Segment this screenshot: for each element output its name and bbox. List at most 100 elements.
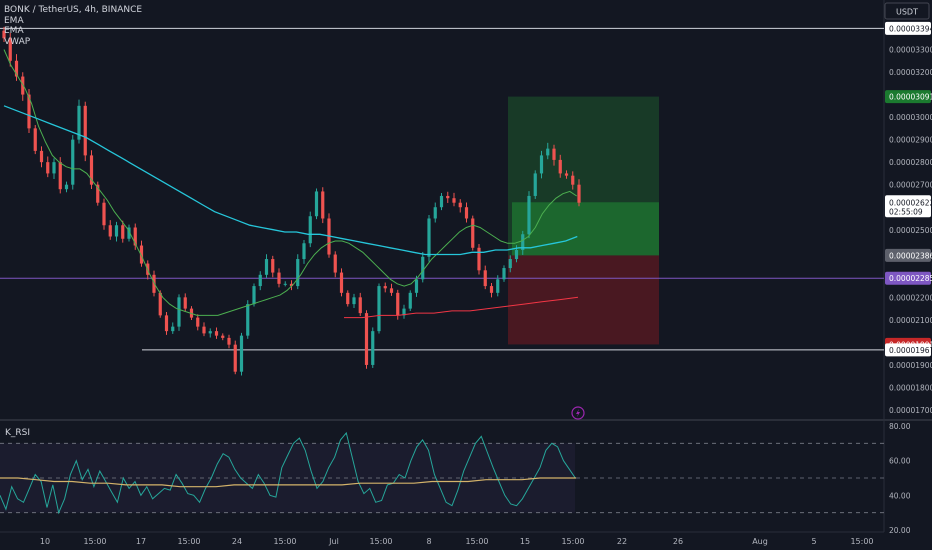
indicator-ema-slow[interactable]: EMA [4, 26, 24, 36]
candle-body [452, 198, 456, 203]
indicator-lines [3, 49, 579, 319]
candle-body [427, 218, 431, 257]
candle-body [458, 202, 462, 208]
candle-body [77, 105, 81, 140]
candle-body [271, 259, 275, 273]
candle-body [539, 155, 544, 174]
candle-body [139, 245, 144, 264]
price-tag-label: 0.00002386 [889, 251, 932, 260]
candle-body [14, 60, 19, 77]
price-tick-label: 0.00002500 [889, 226, 932, 235]
candle-body [496, 279, 500, 293]
candle-body [277, 272, 281, 284]
candle-body [377, 286, 381, 332]
candle-body [108, 225, 112, 237]
candle-body [333, 254, 337, 273]
indicator-vwap[interactable]: VWAP [4, 36, 31, 47]
candle-body [421, 256, 425, 280]
countdown-label: 02:55:09 [889, 207, 923, 216]
candle-body [508, 259, 512, 269]
candle-body [2, 30, 6, 39]
time-tick-label: 5 [811, 537, 816, 546]
candle-body [221, 335, 225, 338]
time-tick-label: 15:00 [465, 537, 488, 546]
price-axis: 0.00001700 0.00001800 0.00001900 0.00002100… [889, 46, 932, 416]
candle-body [521, 234, 525, 251]
candle-body [52, 162, 56, 174]
currency-box[interactable] [884, 2, 930, 20]
time-tick-label: 15:00 [850, 537, 873, 546]
candle-body [358, 297, 362, 314]
candle-body [564, 173, 569, 176]
candle-body [202, 326, 206, 334]
currency-label: USDT [896, 8, 918, 17]
candle-body [89, 155, 94, 185]
candle-body [64, 184, 69, 190]
candle-body [102, 202, 106, 226]
candle-body [571, 175, 575, 185]
current-price-tag [885, 195, 931, 218]
time-tick-label: 15:00 [177, 537, 200, 546]
rsi-indicator-label[interactable]: K_RSI [5, 428, 31, 438]
candle-body [402, 308, 406, 316]
price-tag [885, 21, 931, 35]
price-tick-label: 0.00001700 [889, 406, 932, 415]
price-tick-label: 0.00003000 [889, 113, 932, 122]
candle-body [552, 148, 556, 160]
candle-body [177, 297, 181, 327]
candle-body [464, 207, 469, 219]
candle-body [408, 292, 412, 309]
time-tick-label: 15:00 [273, 537, 296, 546]
candle-body [233, 344, 237, 372]
candles [2, 26, 581, 376]
price-tags: 0.00003394 0.00003091 0.00002386 0.00002285… [885, 21, 932, 357]
candle-body [433, 207, 437, 219]
rsi-pane: 20.00 40.00 60.00 80.00 [0, 422, 911, 535]
candle-body [171, 326, 175, 332]
candle-body [296, 259, 300, 287]
price-tick-label: 0.00002700 [889, 181, 932, 190]
rsi-tick-label: 80.00 [889, 422, 911, 431]
candle-body [258, 274, 262, 287]
price-tick-label: 0.00003300 [889, 46, 932, 55]
candle-body [514, 250, 519, 260]
price-tick-label: 0.00002900 [889, 136, 932, 145]
price-tag-label: 0.00001967 [889, 346, 932, 355]
candle-body [39, 150, 44, 163]
price-tag [885, 343, 931, 357]
chart-legend: BONK / TetherUS, 4h, BINANCE EMA EMA VWA… [4, 5, 142, 47]
price-tick-label: 0.00003200 [889, 68, 932, 77]
candle-body [127, 227, 131, 239]
price-tick-label: 0.00002100 [889, 316, 932, 325]
price-tick-label: 0.00001800 [889, 383, 932, 392]
time-tick-label: 24 [232, 537, 242, 546]
rsi-tick-label: 60.00 [889, 457, 911, 466]
candle-body [239, 335, 244, 372]
candle-body [283, 283, 287, 285]
time-tick-label: 17 [136, 537, 146, 546]
price-tag-label: 0.00003394 [889, 24, 932, 33]
lightning-icon[interactable] [571, 406, 585, 420]
long-position-tool[interactable] [508, 96, 659, 345]
symbol-title[interactable]: BONK / TetherUS, 4h, BINANCE [4, 5, 143, 15]
rsi-tick-label: 20.00 [889, 526, 911, 535]
candle-body [158, 292, 162, 316]
indicator-ema-fast[interactable]: EMA [4, 15, 24, 26]
candle-body [371, 331, 375, 365]
candle-body [321, 191, 325, 219]
candle-body [396, 292, 400, 316]
rsi-k-line [0, 431, 576, 515]
candle-body [383, 286, 387, 289]
price-tag [885, 90, 931, 104]
candle-body [33, 128, 37, 151]
stop-zone[interactable] [508, 255, 659, 345]
candle-body [489, 286, 494, 293]
rsi-d-line [0, 477, 576, 488]
time-tick-label: 15 [520, 537, 530, 546]
candle-body [577, 184, 581, 203]
time-tick-label: 15:00 [369, 537, 392, 546]
price-tick-label: 0.00002800 [889, 158, 932, 167]
candle-body [477, 247, 481, 271]
candle-body [446, 195, 450, 199]
